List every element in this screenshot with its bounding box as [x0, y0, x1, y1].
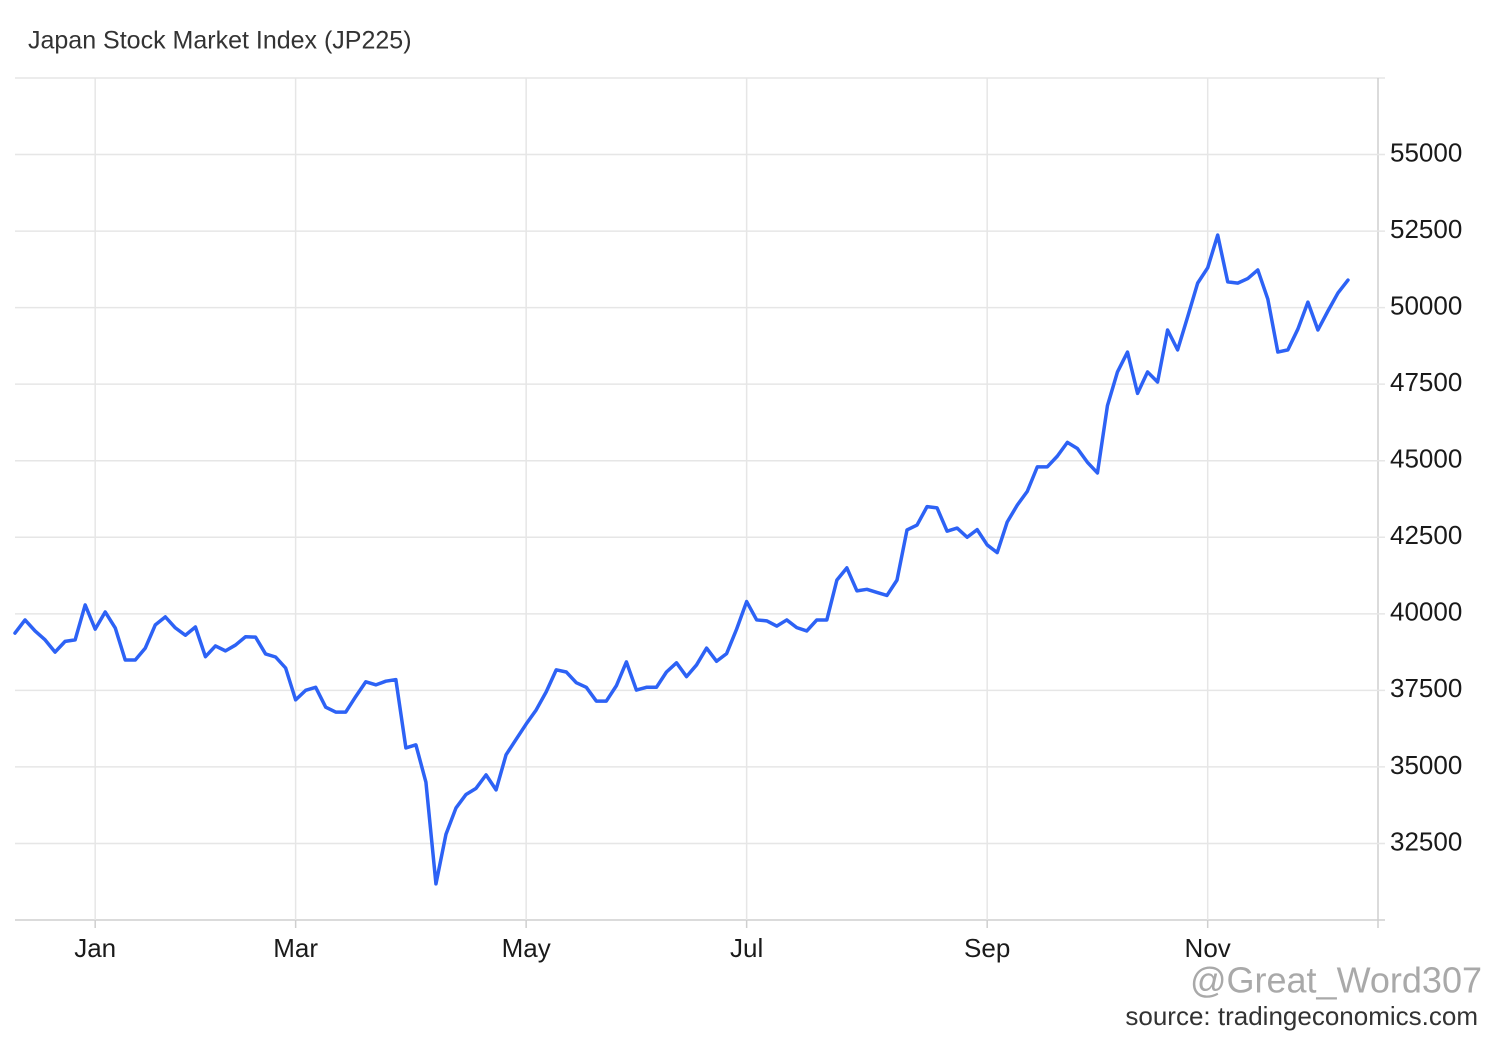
y-tick-label: 55000 [1390, 137, 1462, 167]
y-tick-label: 37500 [1390, 673, 1462, 703]
x-tick-label: Mar [273, 933, 318, 963]
x-tick-label: May [502, 933, 551, 963]
source-note: source: tradingeconomics.com [1125, 1001, 1478, 1031]
y-tick-label: 42500 [1390, 520, 1462, 550]
y-tick-label: 52500 [1390, 214, 1462, 244]
x-tick-label: Sep [964, 933, 1010, 963]
price-line [13, 233, 1350, 886]
watermark: @Great_Word307 [1190, 960, 1482, 1001]
y-tick-label: 40000 [1390, 597, 1462, 627]
x-tick-label: Jan [74, 933, 116, 963]
x-tick-label: Jul [730, 933, 763, 963]
y-tick-label: 47500 [1390, 367, 1462, 397]
y-tick-label: 45000 [1390, 444, 1462, 474]
y-tick-label: 32500 [1390, 826, 1462, 856]
y-tick-label: 35000 [1390, 750, 1462, 780]
x-tick-label: Nov [1185, 933, 1231, 963]
y-tick-label: 50000 [1390, 291, 1462, 321]
chart-title: Japan Stock Market Index (JP225) [28, 27, 412, 55]
